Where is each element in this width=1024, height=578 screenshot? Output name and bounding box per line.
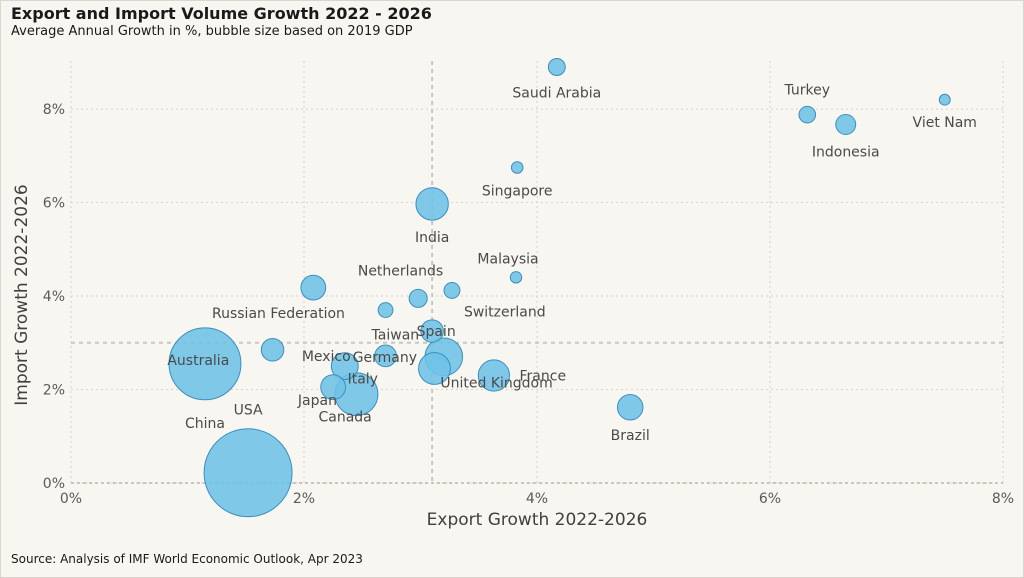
bubble-label: Singapore bbox=[482, 183, 553, 199]
bubble-indonesia bbox=[835, 114, 857, 135]
x-tick-label: 6% bbox=[759, 491, 781, 507]
bubble-label: Switzerland bbox=[464, 304, 546, 320]
bubble-china bbox=[168, 327, 242, 401]
x-tick-label: 0% bbox=[60, 491, 82, 507]
bubble-label: Taiwan bbox=[371, 327, 420, 343]
y-tick-label: 4% bbox=[43, 289, 65, 305]
x-axis-title: Export Growth 2022-2026 bbox=[427, 510, 648, 530]
bubble-malaysia bbox=[509, 271, 523, 284]
bubble-label: Australia bbox=[167, 353, 229, 369]
bubble-usa bbox=[203, 428, 293, 518]
bubble-label: Germany bbox=[353, 350, 417, 366]
bubble-layer bbox=[168, 58, 951, 518]
y-tick-label: 2% bbox=[43, 383, 65, 399]
bubble-label: Spain bbox=[417, 324, 456, 340]
bubble-canada bbox=[320, 374, 347, 401]
bubble-label: Canada bbox=[318, 410, 371, 426]
x-tick-label: 2% bbox=[293, 491, 315, 507]
bubble-label: Japan bbox=[297, 393, 337, 409]
chart-title: Export and Import Volume Growth 2022 - 2… bbox=[11, 4, 432, 23]
bubble-spain bbox=[420, 319, 444, 343]
x-tick-label: 8% bbox=[992, 491, 1014, 507]
axis-ticks: 0% 2% 4% 6% 8% 0% 2% 4% 6% 8% bbox=[43, 102, 1014, 507]
bubble-viet-nam bbox=[938, 93, 951, 106]
bubble-taiwan bbox=[377, 302, 394, 318]
bubble-turkey bbox=[798, 105, 817, 124]
bubble-label: Indonesia bbox=[812, 144, 880, 160]
source-note: Source: Analysis of IMF World Economic O… bbox=[11, 552, 363, 566]
bubble-label: USA bbox=[234, 403, 263, 419]
bubble-label: India bbox=[415, 230, 449, 246]
bubble-labels: USA China Japan Germany India United KingdomF… bbox=[167, 82, 977, 444]
bubble-italy bbox=[330, 352, 359, 381]
bubble-australia bbox=[260, 338, 285, 362]
bubble-label: Viet Nam bbox=[913, 115, 977, 131]
bubble-label: Turkey bbox=[783, 82, 830, 98]
bubble-label: Italy bbox=[348, 372, 378, 388]
bubble-netherlands bbox=[408, 288, 428, 308]
bubble-label: France bbox=[520, 368, 567, 384]
bubble-russian-federation bbox=[300, 274, 327, 301]
y-tick-label: 6% bbox=[43, 196, 65, 212]
y-tick-label: 0% bbox=[43, 476, 65, 492]
bubble-label: China bbox=[185, 416, 225, 432]
bubble-brazil bbox=[616, 394, 644, 421]
bubble-label: Netherlands bbox=[358, 263, 443, 279]
bubble-singapore bbox=[510, 161, 524, 174]
bubble-switzerland bbox=[443, 281, 461, 299]
bubble-label: Saudi Arabia bbox=[512, 85, 601, 101]
bubble-label: United Kingdom bbox=[440, 375, 552, 391]
bubble-label: Malaysia bbox=[477, 252, 538, 268]
bubble-label: Mexico bbox=[302, 349, 351, 365]
bubble-france bbox=[477, 359, 511, 392]
y-axis-title: Import Growth 2022-2026 bbox=[12, 184, 32, 405]
x-tick-label: 4% bbox=[526, 491, 548, 507]
chart-subtitle: Average Annual Growth in %, bubble size … bbox=[11, 24, 413, 39]
bubble-label: Brazil bbox=[611, 428, 650, 444]
y-tick-label: 8% bbox=[43, 102, 65, 118]
bubble-mexico bbox=[374, 344, 397, 368]
bubble-united-kingdom bbox=[418, 352, 451, 385]
bubble-label: Russian Federation bbox=[212, 306, 345, 322]
bubble-saudi-arabia bbox=[547, 58, 566, 76]
bubble-india bbox=[415, 187, 449, 221]
